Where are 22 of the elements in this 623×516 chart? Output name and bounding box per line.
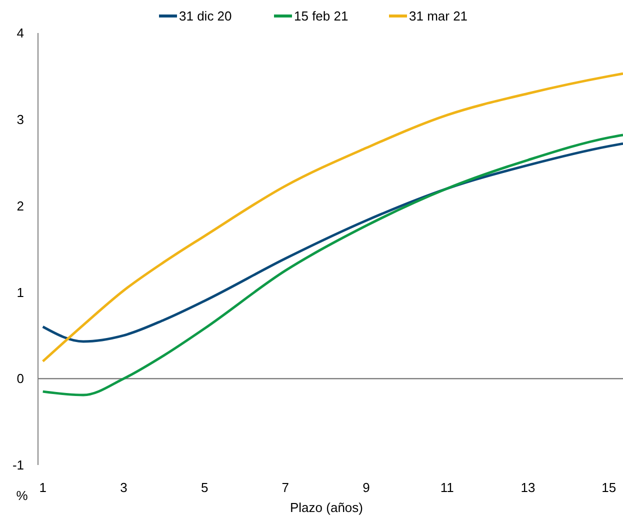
y-tick-label: 3 [16, 112, 24, 127]
x-tick-label: 15 [602, 480, 616, 495]
y-tick-label: 1 [16, 284, 24, 300]
x-tick-label: 3 [120, 480, 128, 495]
y-tick-label: 4 [16, 26, 24, 41]
x-tick-label: 5 [200, 480, 208, 495]
y-tick-label: 0 [16, 371, 24, 386]
x-tick-label: 1 [39, 480, 46, 495]
x-tick-label: 11 [440, 480, 454, 495]
x-tick-label: 7 [282, 480, 290, 495]
x-tick-label: 13 [520, 480, 536, 495]
y-axis-title: % [16, 488, 28, 503]
x-axis-title: Plazo (años) [290, 500, 363, 515]
legend-label: 31 dic 20 [179, 8, 232, 24]
legend-label: 15 feb 21 [294, 8, 348, 24]
line-series [42, 142, 623, 343]
y-tick-label: 2 [16, 198, 24, 214]
y-tick-label: -1 [12, 458, 24, 473]
x-tick-label: 9 [362, 480, 370, 495]
line-series [42, 134, 623, 396]
legend-label: 31 mar 21 [409, 8, 468, 24]
line-series [42, 72, 623, 363]
